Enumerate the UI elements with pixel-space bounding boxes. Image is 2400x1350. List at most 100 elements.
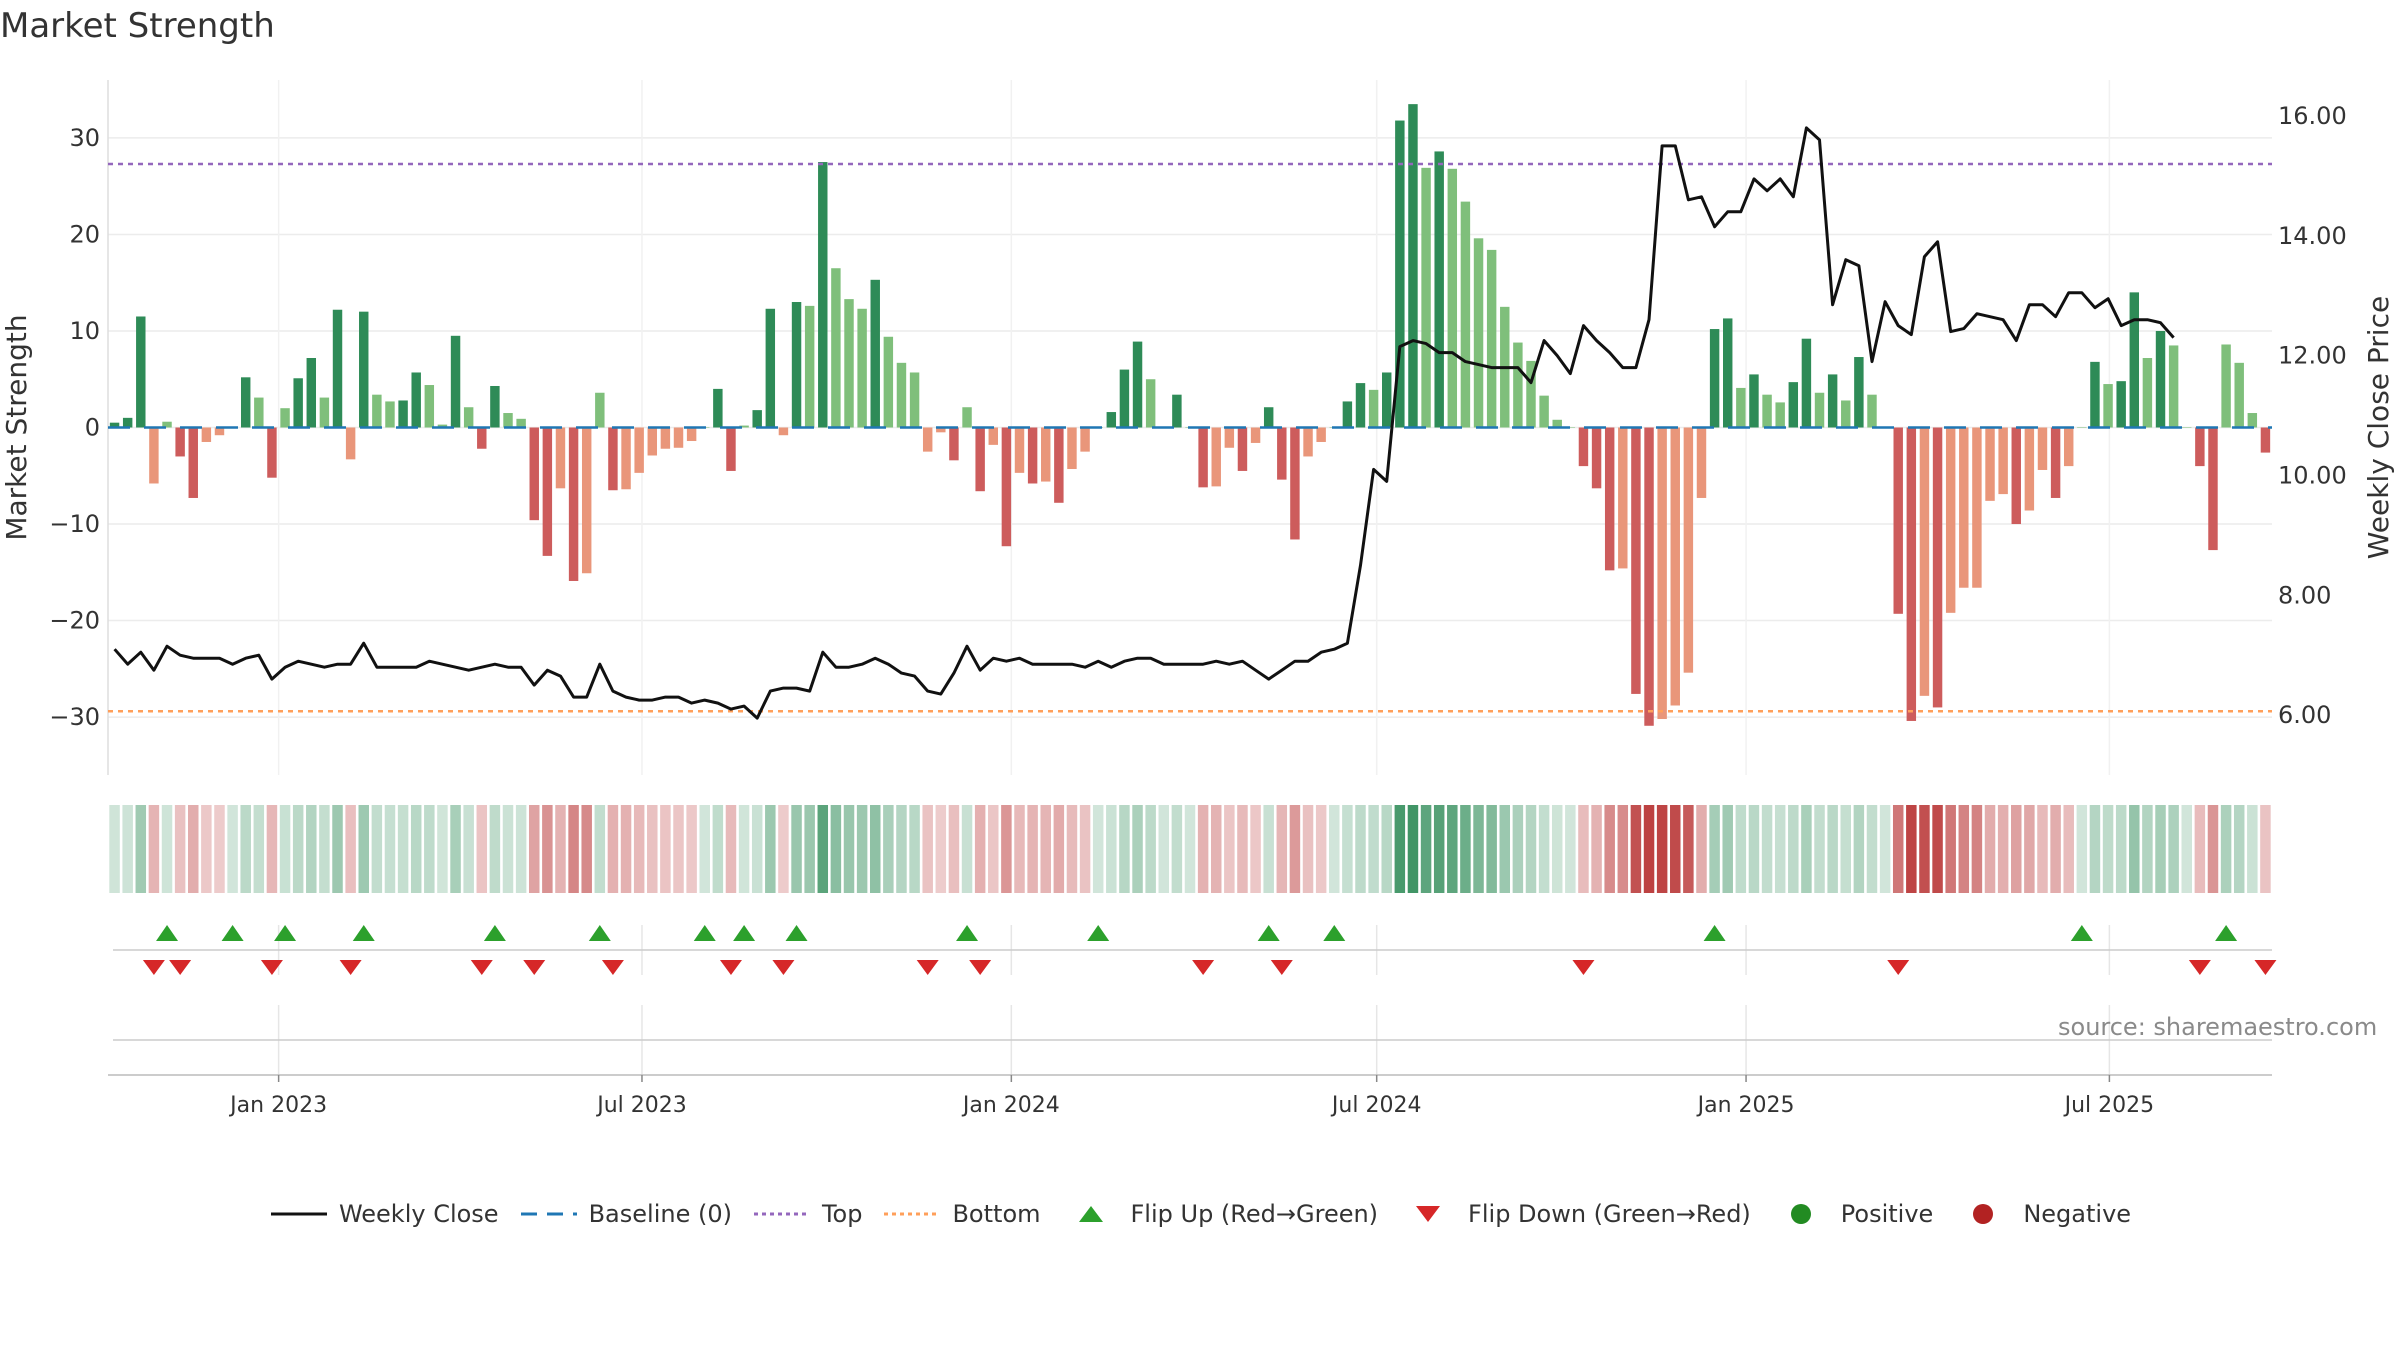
heat-cell <box>1001 805 1012 893</box>
heat-cell <box>266 805 278 893</box>
strength-bar <box>1526 360 1536 428</box>
heat-cell <box>1224 805 1235 893</box>
strength-bar <box>1001 427 1012 547</box>
strength-bar <box>726 427 736 471</box>
heat-cell <box>1092 805 1104 893</box>
strength-bar <box>818 162 828 428</box>
flip-up-marker <box>693 925 716 941</box>
strength-bar <box>463 407 474 428</box>
strength-bar <box>922 427 933 452</box>
strength-bar <box>1263 407 1274 428</box>
y2-tick-label: 14.00 <box>2278 222 2347 250</box>
heat-cell <box>647 805 658 893</box>
strength-bar <box>2155 330 2166 428</box>
strength-bar <box>1473 238 1484 428</box>
flip-down-icon <box>1398 1202 1458 1226</box>
strength-bar <box>1513 342 1523 428</box>
y2-tick-label: 8.00 <box>2278 581 2331 609</box>
strength-bar <box>1539 395 1549 428</box>
heat-cell <box>1984 805 1996 893</box>
strength-bar <box>1814 392 1825 428</box>
heat-cell <box>1958 805 1970 893</box>
heat-cell <box>515 805 527 893</box>
chart-title: Market Strength <box>0 6 275 46</box>
heat-cell <box>188 805 199 893</box>
heat-cell <box>607 805 619 893</box>
strength-bar <box>319 397 330 428</box>
strength-bar <box>660 427 671 449</box>
heat-cell <box>778 805 789 893</box>
heat-cell <box>1053 805 1065 893</box>
heat-cell <box>922 805 933 893</box>
heat-cell <box>410 805 422 893</box>
strength-bar <box>896 362 907 428</box>
flip-up-marker <box>352 925 375 941</box>
strength-bar <box>1067 427 1077 470</box>
strength-bar <box>1277 427 1287 480</box>
flip-up-marker <box>1323 925 1346 941</box>
heat-cell <box>2233 805 2245 893</box>
strength-bar <box>1355 383 1366 428</box>
heat-cell <box>1683 805 1694 893</box>
strength-bar <box>1421 167 1431 428</box>
heat-cell <box>2247 805 2258 893</box>
strength-bar <box>188 427 198 498</box>
heat-cell <box>1617 805 1629 893</box>
heat-cell <box>1210 805 1222 893</box>
heat-cell <box>1656 805 1668 893</box>
positive-icon <box>1771 1202 1831 1226</box>
strength-bar <box>1447 168 1458 428</box>
strength-bar <box>2063 427 2074 467</box>
strength-bar <box>175 427 185 457</box>
heat-cell <box>1447 805 1458 893</box>
strength-bar <box>1932 427 1943 708</box>
heat-cell <box>2260 805 2271 893</box>
strength-bar <box>1145 379 1156 428</box>
heat-cell <box>1014 805 1025 893</box>
flip-up-marker <box>483 925 506 941</box>
heat-cell <box>712 805 724 893</box>
strength-bar <box>1119 369 1130 428</box>
strength-bar <box>870 279 880 428</box>
strength-bar <box>1788 382 1799 428</box>
heat-cell <box>2181 805 2192 893</box>
heat-cell <box>1407 805 1419 893</box>
flip-down-marker <box>260 960 283 975</box>
heat-cell <box>804 805 815 893</box>
strength-bar <box>857 308 867 428</box>
x-tick-label: Jan 2025 <box>1696 1093 1795 1118</box>
heat-cell <box>974 805 986 893</box>
strength-bar <box>975 427 985 492</box>
heat-cell <box>1132 805 1143 893</box>
heat-cell <box>1709 805 1720 893</box>
heat-cell <box>1643 805 1655 893</box>
strength-bar <box>162 421 172 428</box>
strength-bar <box>1395 120 1405 428</box>
bottom-icon <box>882 1202 942 1226</box>
strength-bar <box>2260 427 2271 453</box>
heat-cell <box>1250 805 1261 893</box>
strength-bar <box>293 378 303 428</box>
strength-bar <box>1762 394 1772 428</box>
flip-down-marker <box>1192 960 1215 975</box>
heat-cell <box>240 805 251 893</box>
strength-bar <box>2182 427 2192 428</box>
strength-bar <box>1460 201 1471 428</box>
strength-bar <box>149 427 159 484</box>
strength-bar <box>2103 384 2113 428</box>
strength-bar <box>1237 427 1248 471</box>
strength-bar <box>2011 427 2021 525</box>
heat-cell <box>620 805 632 893</box>
strength-bar <box>1368 389 1379 428</box>
heat-cell <box>1801 805 1812 893</box>
heat-cell <box>1892 805 1904 893</box>
strength-bar <box>1290 427 1300 540</box>
strength-bar <box>1709 329 1720 428</box>
x-axis: Jan 2023 Jul 2023 Jan 2024 Jul 2024 Jan 2025… <box>228 1075 2154 1118</box>
strength-bar <box>595 392 605 428</box>
heat-cell <box>1368 805 1379 893</box>
strength-bar <box>1316 427 1326 442</box>
strength-bar <box>214 427 225 436</box>
heat-cell <box>2024 805 2035 893</box>
